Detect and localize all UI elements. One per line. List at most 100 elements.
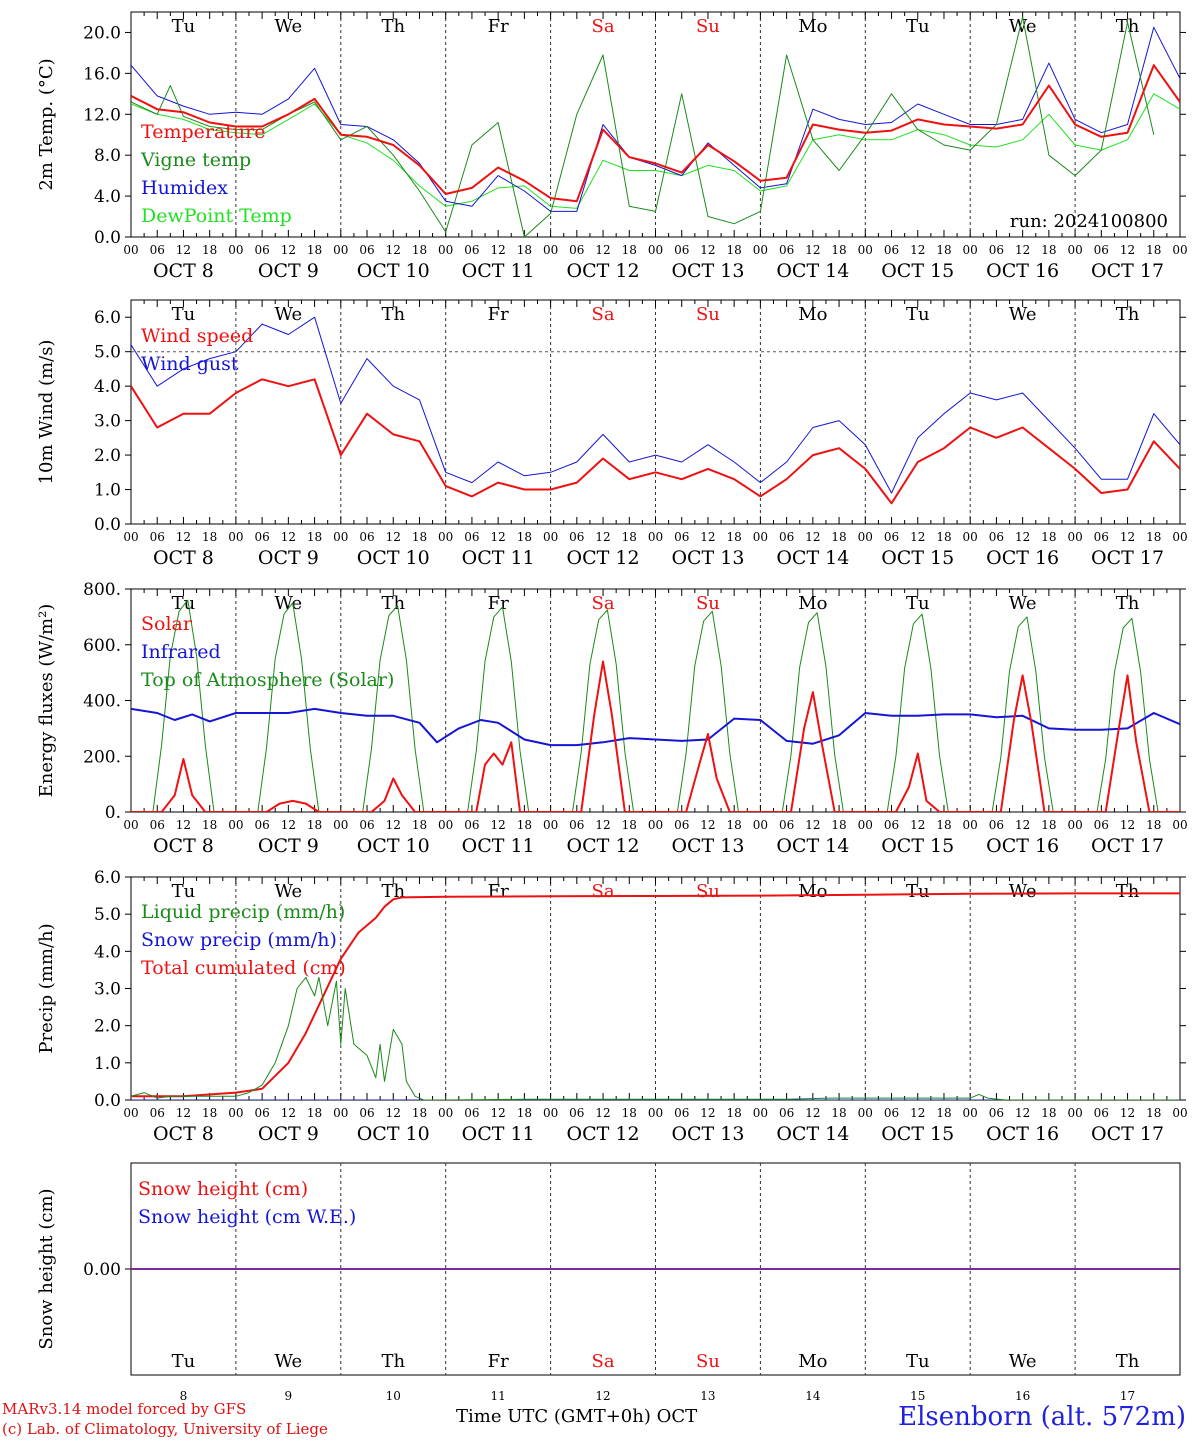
date-label: OCT 11 xyxy=(462,260,535,282)
hour-label: 00 xyxy=(963,530,978,544)
weekday-label: Mo xyxy=(798,16,827,37)
series-top-of-atmosphere-solar- xyxy=(131,599,1180,812)
series-temperature xyxy=(131,64,1180,203)
weekday-label: We xyxy=(1009,881,1037,902)
y-tick-label: 5.0 xyxy=(94,905,121,925)
lab-credit: (c) Lab. of Climatology, University of L… xyxy=(2,1420,328,1438)
hour-label: 18 xyxy=(727,530,742,544)
date-label: OCT 16 xyxy=(986,547,1059,569)
hour-label: 12 xyxy=(491,818,506,832)
hour-tick-labels: 00 06 12 18 00 06 12 18 00 06 12 18 00 06 12 18 00 06 12 18… xyxy=(123,530,1187,544)
y-tick-label: 3.0 xyxy=(94,980,121,1000)
hour-label: 00 xyxy=(438,1106,453,1120)
hour-label: 00 xyxy=(753,243,768,257)
date-label: OCT 8 xyxy=(153,835,214,857)
y-tick-label: 1.0 xyxy=(94,481,121,501)
date-label: OCT 8 xyxy=(153,260,214,282)
weekday-label: Fr xyxy=(488,16,509,37)
legend-entry: Total cumulated (cm) xyxy=(141,957,346,979)
hour-label: 00 xyxy=(648,818,663,832)
weekday-label: We xyxy=(1009,593,1037,614)
hour-label: 18 xyxy=(1146,1106,1161,1120)
weekday-label: Tu xyxy=(172,304,196,325)
panel-energy: 00 06 12 18 00 06 12 18 00 06 12 18 00 06 12 18 00 06 12 18… xyxy=(36,580,1188,857)
weekday-label: We xyxy=(1009,16,1037,37)
weekday-label: Tu xyxy=(172,881,196,902)
date-label: OCT 15 xyxy=(881,260,954,282)
date-labels: OCT 8 OCT 9 OCT 10 OCT 11 OCT 12 OCT 13 OCT 14… xyxy=(153,835,1164,857)
weekday-label: Fr xyxy=(488,1351,509,1372)
weekday-label: Tu xyxy=(906,16,930,37)
hour-label: 18 xyxy=(307,243,322,257)
hour-label: 06 xyxy=(1094,818,1109,832)
hour-label: 06 xyxy=(464,243,479,257)
hour-label: 12 xyxy=(1120,1106,1135,1120)
y-tick-label: 20.0 xyxy=(83,23,121,43)
date-label: OCT 10 xyxy=(357,260,430,282)
hour-label: 06 xyxy=(464,1106,479,1120)
weekday-label: Tu xyxy=(172,1351,196,1372)
date-label: OCT 17 xyxy=(1091,260,1164,282)
y-axis-title: 10m Wind (m/s) xyxy=(36,340,57,485)
hour-label: 18 xyxy=(727,818,742,832)
hour-label: 18 xyxy=(202,1106,217,1120)
weekday-labels: Tu We Th Fr Sa Su Mo Tu We Th xyxy=(172,304,1140,325)
hour-label: 00 xyxy=(543,818,558,832)
legend-entry: Top of Atmosphere (Solar) xyxy=(141,669,394,691)
hour-label: 18 xyxy=(936,1106,951,1120)
weekday-label: Th xyxy=(381,593,405,614)
hour-label: 12 xyxy=(281,818,296,832)
date-label: OCT 11 xyxy=(462,1123,535,1145)
day-number-label: 16 xyxy=(1015,1389,1030,1403)
y-tick-label: 8.0 xyxy=(94,146,121,166)
date-label: OCT 10 xyxy=(357,547,430,569)
hour-label: 06 xyxy=(884,243,899,257)
series-solar xyxy=(131,660,1180,812)
hour-label: 12 xyxy=(281,1106,296,1120)
weekday-label: Mo xyxy=(798,593,827,614)
weekday-label: Tu xyxy=(172,16,196,37)
series-lines xyxy=(131,892,1180,1100)
date-labels: OCT 8 OCT 9 OCT 10 OCT 11 OCT 12 OCT 13 OCT 14… xyxy=(153,547,1164,569)
hour-label: 00 xyxy=(753,818,768,832)
hour-label: 00 xyxy=(1067,1106,1082,1120)
date-label: OCT 15 xyxy=(881,835,954,857)
weekday-label: Mo xyxy=(798,881,827,902)
y-tick-label: 0. xyxy=(105,803,121,823)
date-label: OCT 12 xyxy=(567,1123,640,1145)
date-label: OCT 16 xyxy=(986,260,1059,282)
hour-label: 12 xyxy=(700,243,715,257)
series-total-cumulated-cm- xyxy=(131,892,1180,1098)
weekday-label: Th xyxy=(381,16,405,37)
legend-entry: Liquid precip (mm/h) xyxy=(141,901,345,923)
weekday-label: Tu xyxy=(906,593,930,614)
date-label: OCT 9 xyxy=(258,260,319,282)
weekday-label: We xyxy=(275,593,303,614)
hour-label: 06 xyxy=(674,530,689,544)
date-label: OCT 9 xyxy=(258,1123,319,1145)
hour-label: 00 xyxy=(648,530,663,544)
hour-label: 18 xyxy=(727,243,742,257)
hour-label: 00 xyxy=(438,243,453,257)
series-lines xyxy=(131,16,1180,237)
weekday-label: Su xyxy=(696,304,720,325)
weekday-label: Th xyxy=(1116,16,1140,37)
date-label: OCT 8 xyxy=(153,547,214,569)
y-axis-title: Snow height (cm) xyxy=(36,1188,57,1349)
legend-entry: Snow height (cm W.E.) xyxy=(138,1206,356,1228)
weekday-label: Su xyxy=(696,593,720,614)
date-label: OCT 14 xyxy=(776,835,849,857)
hour-label: 18 xyxy=(936,530,951,544)
hour-label: 18 xyxy=(936,243,951,257)
weekday-label: Th xyxy=(381,304,405,325)
hour-label: 12 xyxy=(1015,530,1030,544)
hour-label: 00 xyxy=(438,818,453,832)
legend: Wind speed Wind gust xyxy=(141,325,253,375)
hour-label: 18 xyxy=(1041,818,1056,832)
weekday-label: Sa xyxy=(592,16,615,37)
hour-label: 00 xyxy=(123,243,138,257)
hour-label: 12 xyxy=(805,530,820,544)
hour-label: 00 xyxy=(963,818,978,832)
hour-label: 18 xyxy=(1041,243,1056,257)
